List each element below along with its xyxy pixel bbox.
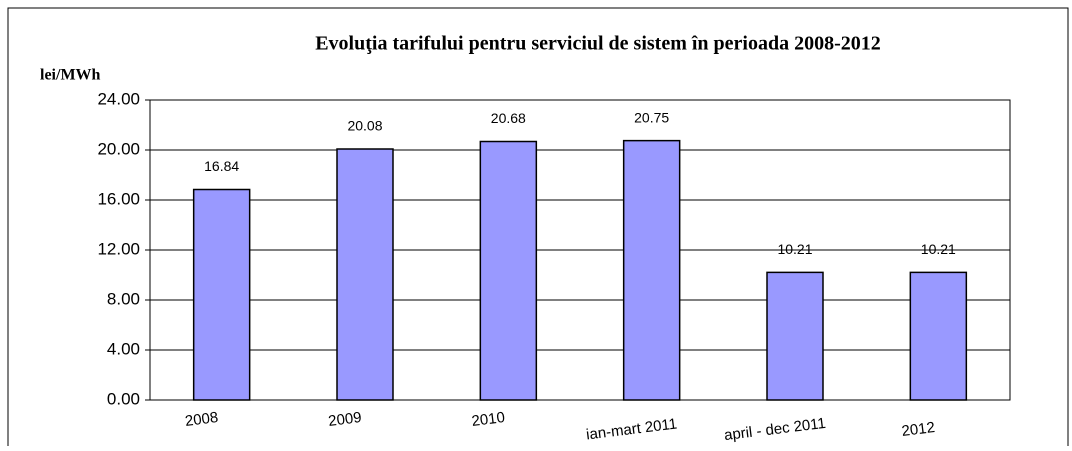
- value-label: 20.08: [347, 118, 382, 134]
- chart-frame: [7, 7, 1069, 451]
- x-tick-label: ian-mart 2011: [585, 415, 678, 443]
- y-axis-label: lei/MWh: [40, 67, 101, 84]
- x-tick-label: 2008: [184, 409, 219, 430]
- value-label: 20.75: [634, 109, 669, 125]
- plot-frame: [149, 99, 1011, 401]
- x-tick-label: 2010: [471, 409, 506, 430]
- y-tick-label: 20.00: [97, 139, 140, 158]
- y-tick-label: 24.00: [97, 89, 140, 108]
- y-tick-label: 0.00: [107, 389, 140, 408]
- bar: [622, 139, 681, 401]
- bar: [766, 271, 824, 401]
- value-label: 10.21: [777, 241, 812, 257]
- bar: [909, 271, 968, 401]
- y-tick-label: 12.00: [97, 239, 140, 258]
- y-tick-label: 16.00: [97, 189, 140, 208]
- bar: [192, 188, 251, 401]
- value-label: 20.68: [491, 110, 526, 126]
- bar: [479, 140, 538, 401]
- chart-title: Evoluţia tarifului pentru serviciul de s…: [315, 33, 881, 55]
- x-tick-label: april - dec 2011: [723, 415, 827, 444]
- value-label: 16.84: [204, 158, 239, 174]
- value-label: 10.21: [921, 241, 956, 257]
- x-tick-label: 2012: [901, 419, 936, 440]
- x-tick-label: 2009: [327, 409, 362, 430]
- y-tick-label: 8.00: [107, 289, 140, 308]
- y-tick-label: 4.00: [107, 339, 140, 358]
- bar: [336, 148, 394, 401]
